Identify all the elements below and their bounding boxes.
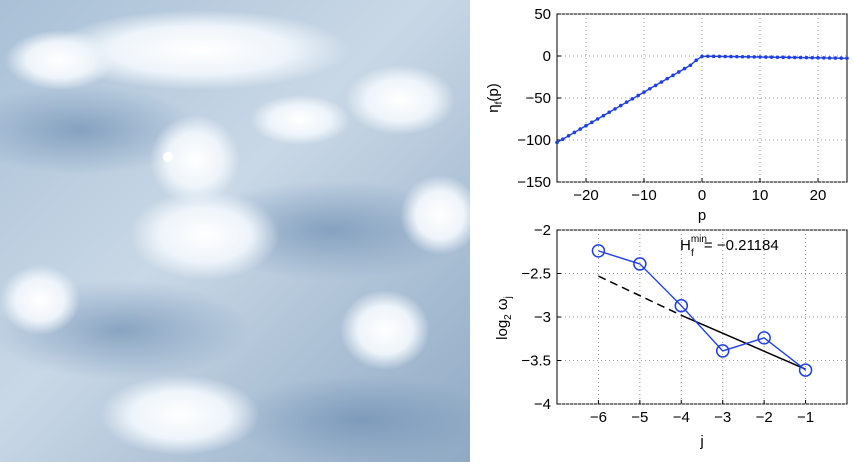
y-tick-label: −4 [534,396,551,413]
fit-line-dashed [598,275,682,316]
frost-crystals-photo [0,0,470,462]
data-point [555,140,559,145]
omega-tick-labels: −6 −5 −4 −3 −2 −1 −2 −2.5 −3 −3.5 −4 [521,222,814,426]
y-tick-label: −50 [526,90,551,107]
x-tick-label: −6 [590,409,607,426]
data-point [590,120,594,125]
data-point [746,55,751,59]
data-point [793,55,797,60]
eta-y-axis-label: ηf(p) [485,83,505,112]
data-point [700,54,704,59]
omega-series [591,244,813,377]
y-tick-label: −2 [534,222,551,239]
data-point [781,55,785,60]
eta-x-axis-label: p [698,207,706,224]
y-tick-label: 0 [543,48,551,65]
x-tick-label: −2 [756,409,773,426]
data-point [682,66,687,71]
x-tick-label: −10 [631,187,656,204]
data-point [601,113,606,118]
data-point [624,100,629,104]
data-point [827,56,832,60]
data-point [822,56,826,60]
y-tick-label: −3.5 [521,353,551,370]
omega-y-axis-label: log2 ωj [494,296,514,340]
data-point [723,54,727,59]
x-tick-label: −5 [631,409,648,426]
data-point [798,363,813,377]
x-tick-label: −4 [673,409,690,426]
data-point [665,76,669,81]
x-tick-label: 10 [752,187,769,204]
data-point [706,54,710,59]
data-point [674,298,689,313]
data-point [578,127,582,131]
eta-series [555,54,849,145]
data-point [715,344,730,358]
x-tick-label: 0 [698,187,706,204]
data-point [566,134,571,138]
data-point [711,54,716,59]
data-point [839,56,843,60]
data-point [735,54,739,59]
y-tick-label: −150 [517,174,551,191]
data-point [633,257,647,271]
fit-line-solid [680,314,806,370]
data-point [584,123,588,128]
x-tick-label: 20 [810,187,827,204]
data-point [764,55,768,59]
data-point [816,56,820,60]
data-point [717,54,722,59]
data-point [798,55,803,60]
omega-grid [557,229,847,405]
y-tick-label: −2.5 [521,266,551,283]
data-point [648,86,652,91]
y-tick-label: −100 [517,132,551,149]
hurst-annotation: Hmin f = −0.21184 [680,234,779,259]
data-point [561,137,565,141]
data-point [787,55,791,60]
data-point [595,117,600,121]
x-tick-label: −20 [573,187,598,204]
data-point [659,80,664,84]
data-point [636,93,640,98]
data-point [758,55,762,59]
data-point [688,63,693,68]
data-point [653,83,658,88]
data-point [740,54,745,59]
data-point [613,107,617,111]
data-point [671,73,675,78]
y-tick-label: −3 [534,309,551,326]
data-point [607,110,611,115]
series-line [598,250,807,371]
data-point [769,55,774,59]
y-tick-label: 50 [534,6,551,23]
data-point [591,244,606,258]
data-point [630,97,635,101]
data-point [677,70,681,74]
omega-fit-lines [598,275,806,370]
data-point [757,331,771,345]
data-point [833,56,838,60]
data-point [775,55,780,60]
data-point [572,130,577,135]
omega-chart: −6 −5 −4 −3 −2 −1 −2 −2.5 −3 −3.5 −4 Hmin f = −0.21… [494,222,848,450]
data-point [729,54,733,59]
x-tick-label: −3 [714,409,731,426]
data-point [845,56,849,61]
omega-x-axis-label: j [699,433,703,450]
data-point [694,58,698,62]
data-point [619,103,623,108]
data-point [810,55,814,60]
data-point [804,55,809,60]
data-point [752,55,756,59]
x-tick-label: −1 [797,409,814,426]
data-point [642,90,646,94]
